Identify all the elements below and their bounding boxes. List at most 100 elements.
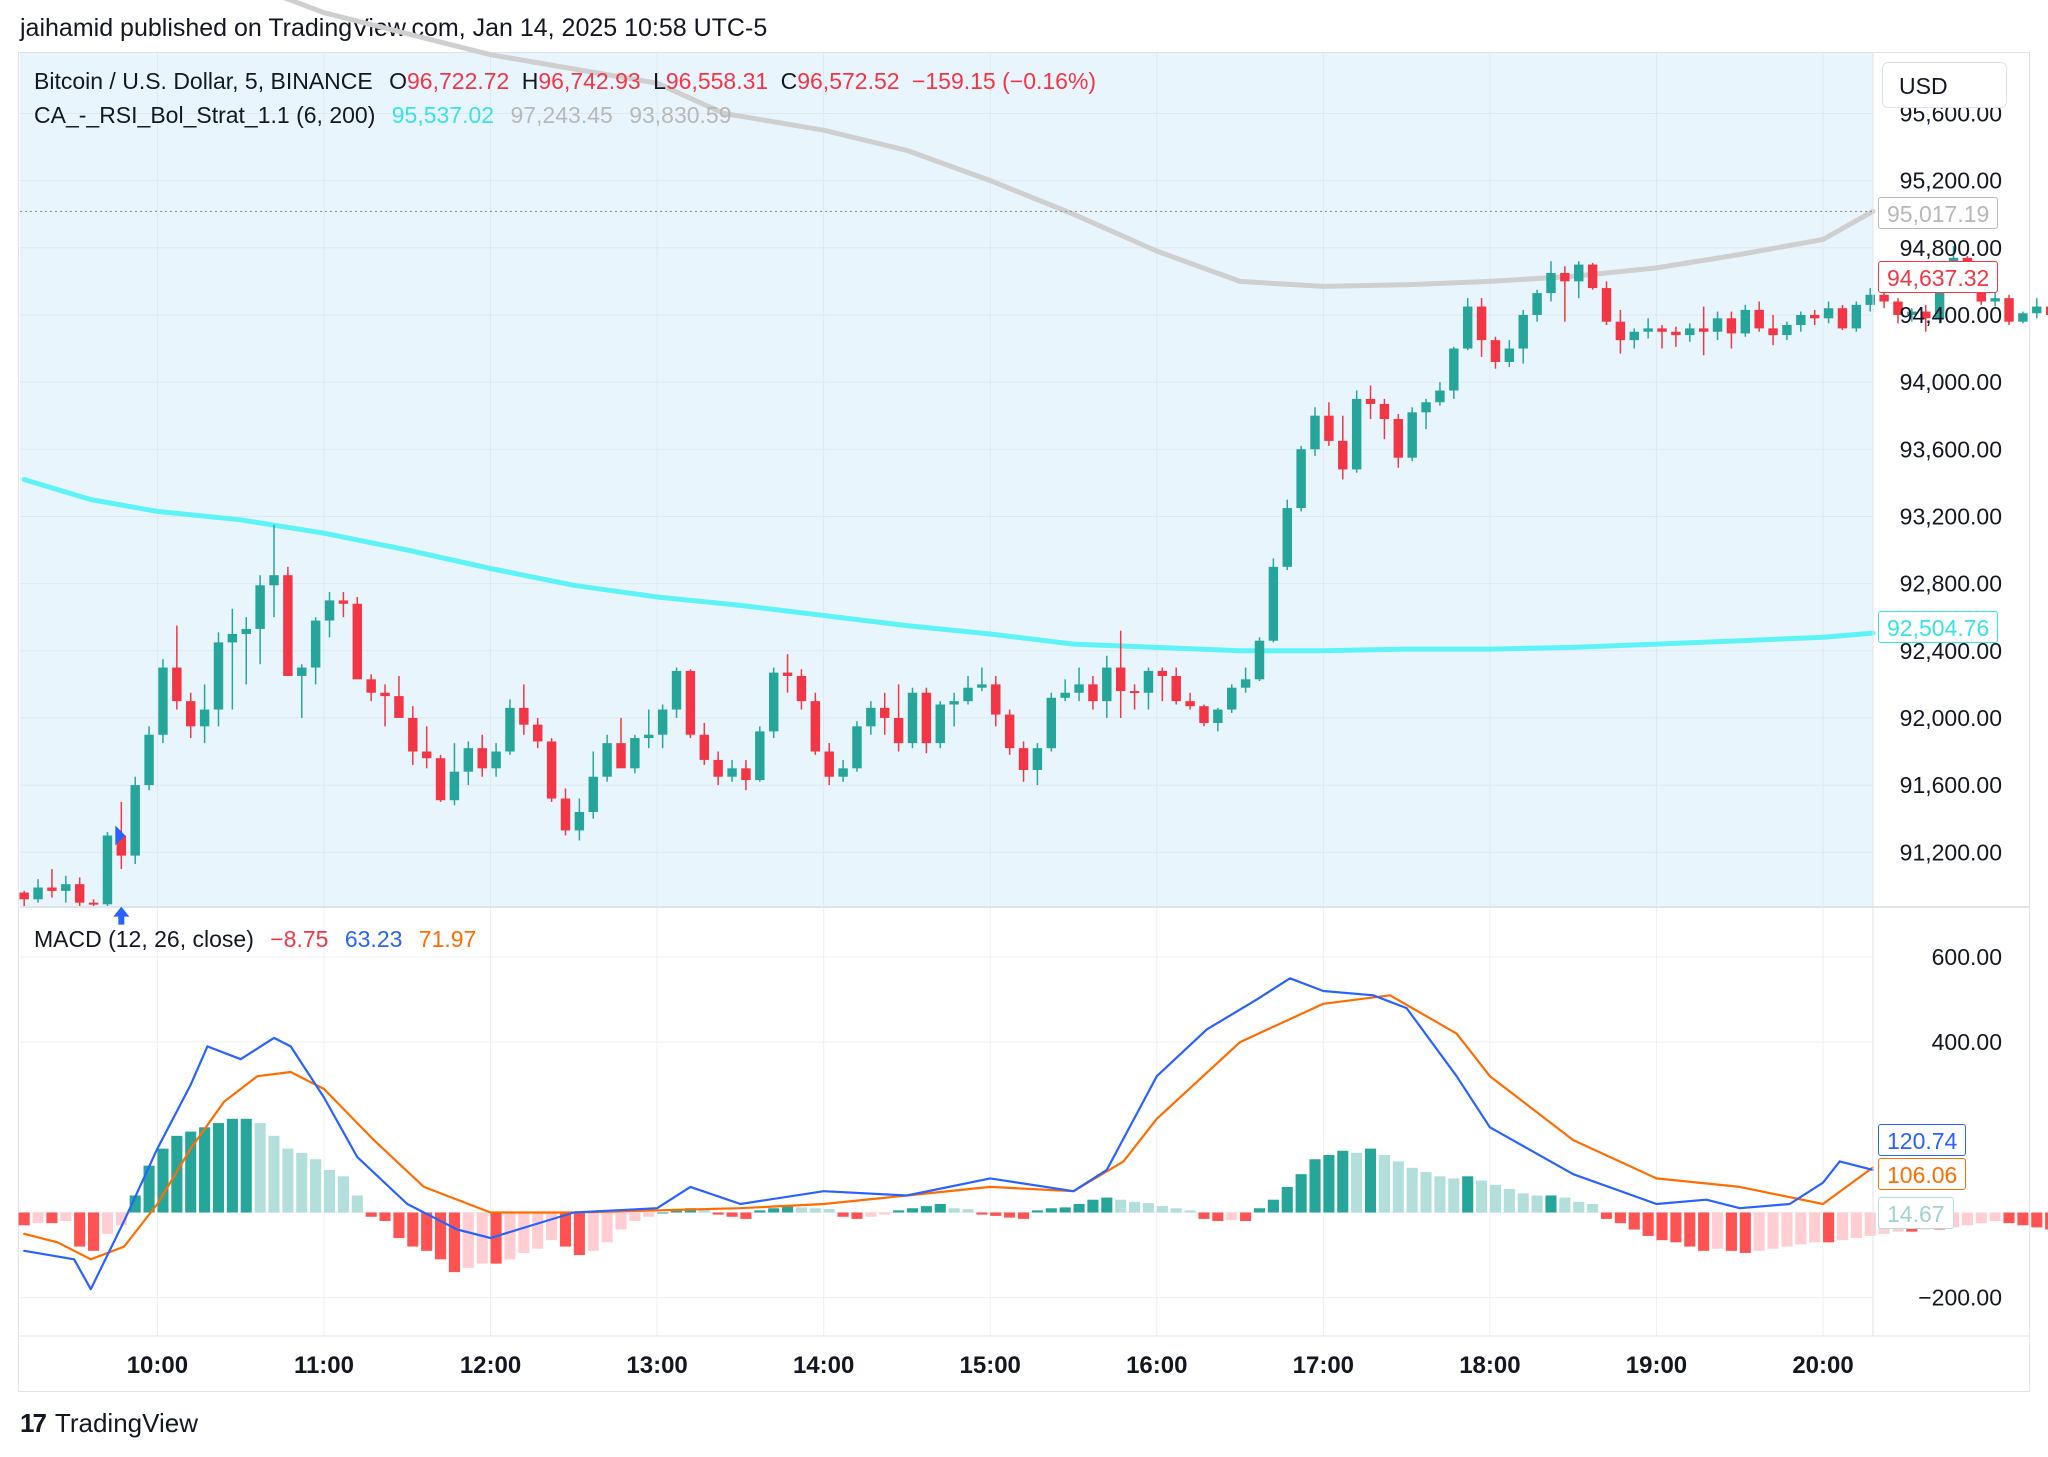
candle-body (227, 633, 238, 643)
chart-frame[interactable] (18, 52, 2030, 1392)
histogram-bar (823, 1209, 835, 1213)
candle-body (560, 798, 571, 831)
candle-body (1379, 403, 1390, 420)
histogram-bar (976, 1212, 988, 1215)
histogram-bar (504, 1212, 516, 1260)
candle-body (727, 768, 737, 777)
histogram-bar (893, 1210, 905, 1213)
histogram-bar (1517, 1193, 1529, 1213)
basis-line (21, 477, 1876, 654)
candle-body (158, 667, 168, 735)
histogram-bar (1448, 1178, 1460, 1213)
candle-body (630, 738, 640, 769)
candle-body (1643, 328, 1653, 332)
macd-legend[interactable]: MACD (12, 26, close) −8.75 63.23 71.97 (34, 926, 486, 953)
candle-body (449, 771, 460, 801)
histogram-bar (32, 1212, 44, 1224)
histogram-bar (1503, 1189, 1515, 1213)
histogram-bar (1031, 1210, 1043, 1213)
candle-body (1823, 308, 1834, 319)
candle-body (1171, 675, 1181, 702)
candle-body (782, 672, 793, 676)
footer[interactable]: 17 TradingView (20, 1408, 198, 1439)
candle-body (1712, 318, 1723, 332)
candle-body (394, 696, 404, 718)
upper-band-tag: 95,017.19 (1878, 197, 1999, 229)
candle-body (352, 603, 363, 680)
time-tick-label: 16:00 (1126, 1352, 1187, 1379)
candle-body (1657, 328, 1667, 332)
macd-hist-value: −8.75 (270, 926, 329, 952)
candle-body (852, 726, 862, 769)
histogram-bar (906, 1208, 919, 1213)
time-tick-label: 11:00 (294, 1352, 354, 1379)
candle-body (1074, 684, 1084, 693)
histogram-bar (1975, 1212, 1987, 1224)
histogram-bar (948, 1208, 960, 1213)
time-axis-labels: 10:00 11:00 12:00 13:00 14:00 15:00 16:00 17:00… (127, 1352, 1854, 1379)
candle-body (1157, 670, 1168, 676)
candle-body (963, 687, 973, 702)
candle-body (1726, 318, 1737, 334)
price-tick-label: 91,600.00 (1900, 772, 2002, 798)
candle-body (574, 811, 585, 831)
candle-body (1698, 328, 1709, 332)
histogram-bar (129, 1195, 141, 1213)
histogram-bar (1587, 1203, 1599, 1213)
histogram-bar (601, 1212, 613, 1243)
upper-band-line (20, 0, 1876, 289)
basis-path (21, 477, 1876, 654)
candles (19, 246, 2048, 906)
histogram-bar (1226, 1212, 1238, 1221)
band-fill (20, 53, 1873, 906)
candle-body (1851, 304, 1862, 329)
histogram-bar (657, 1212, 669, 1214)
macd-grid (20, 908, 1873, 1336)
symbol-legend[interactable]: Bitcoin / U.S. Dollar, 5, BINANCE O96,72… (34, 68, 1106, 95)
candle-body (1601, 288, 1612, 322)
candle-body (491, 751, 501, 769)
candle-body (61, 884, 71, 891)
candle-body (1546, 272, 1556, 294)
histogram-bar (296, 1152, 308, 1213)
histogram-bar (740, 1212, 752, 1219)
time-tick-label: 15:00 (960, 1352, 1021, 1379)
histogram-bar (1836, 1212, 1849, 1241)
candle-body (588, 776, 598, 812)
histogram-bar (60, 1212, 72, 1222)
macd-tick-label: 600.00 (1932, 944, 2002, 970)
histogram-bar (587, 1212, 599, 1251)
candle-body (977, 684, 987, 688)
candle-body (310, 620, 321, 668)
indicator-legend[interactable]: CA_-_RSI_Bol_Strat_1.1 (6, 200) 95,537.0… (34, 102, 742, 129)
histogram-bar (199, 1127, 211, 1213)
candle-body (421, 751, 432, 759)
histogram-bar (1628, 1212, 1640, 1230)
symbol-name: Bitcoin / U.S. Dollar, 5, BINANCE (34, 68, 373, 94)
histogram-bar (1545, 1195, 1557, 1213)
candle-body (1907, 311, 1917, 315)
histogram-bar (1725, 1212, 1737, 1251)
histogram-bar (615, 1212, 627, 1230)
histogram-bar (435, 1212, 447, 1260)
currency-button[interactable]: USD (1882, 62, 2007, 108)
candle-body (1004, 714, 1015, 749)
histogram-bar (88, 1212, 100, 1251)
price-tick-label: 91,200.00 (1900, 839, 2002, 865)
candle-body (366, 679, 376, 693)
candle-body (602, 743, 612, 777)
histogram-bar (1059, 1207, 1071, 1213)
time-tick-label: 17:00 (1293, 1352, 1354, 1379)
ohlc-low: L96,558.31 (653, 68, 769, 94)
candle-body (435, 758, 446, 801)
histogram-bar (337, 1176, 349, 1213)
histogram-bar (1073, 1203, 1085, 1213)
signal-tag: 106.06 (1878, 1158, 1967, 1190)
histogram-bar (185, 1131, 197, 1213)
histogram-bar (1045, 1208, 1057, 1213)
histogram-bar (1129, 1201, 1141, 1213)
histogram-bar (1323, 1155, 1335, 1213)
histogram-bar (2017, 1212, 2029, 1226)
indicator-name: CA_-_RSI_Bol_Strat_1.1 (6, 200) (34, 102, 376, 128)
